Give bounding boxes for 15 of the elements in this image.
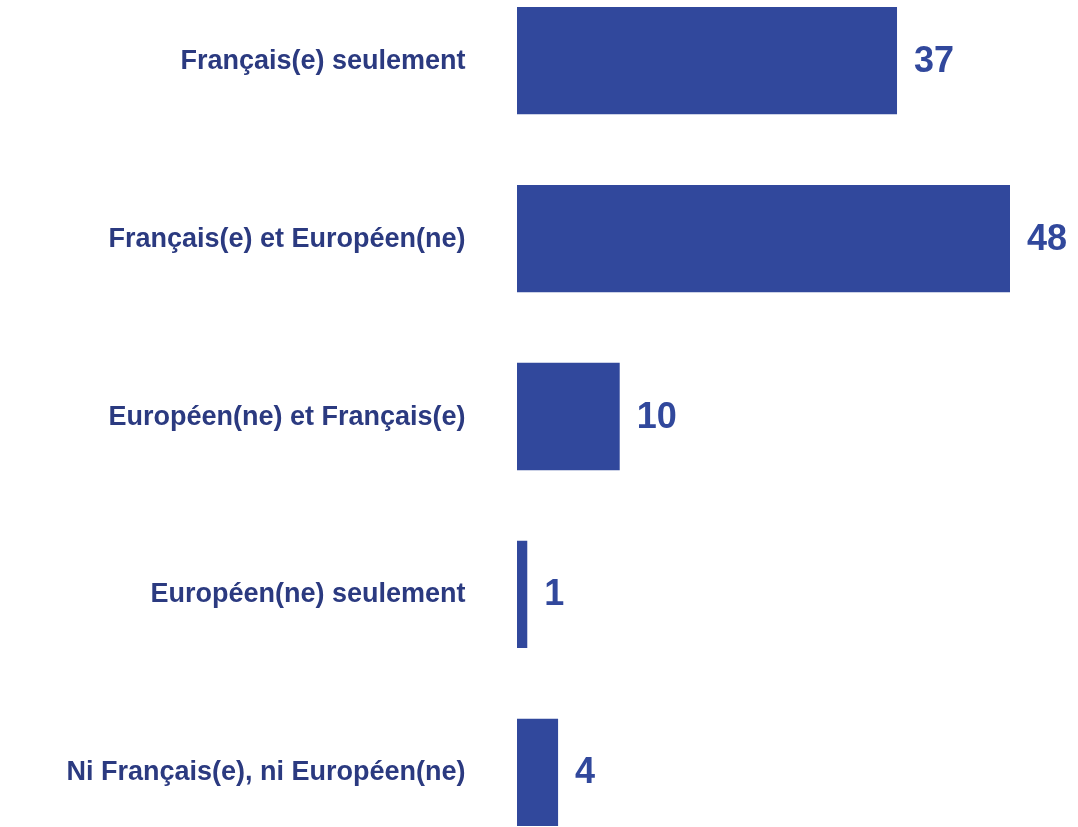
y-tick-label: Français(e) seulement	[180, 44, 466, 75]
y-tick-label: Européen(ne) seulement	[150, 578, 466, 609]
data-label: 10	[636, 394, 677, 436]
data-label: 1	[544, 572, 565, 614]
bar	[517, 718, 559, 826]
y-tick-label: Européen(ne) et Français(e)	[108, 400, 466, 431]
bar	[517, 7, 898, 115]
bar	[517, 540, 528, 649]
y-tick-label: Français(e) et Européen(ne)	[108, 222, 466, 253]
bar	[517, 362, 620, 471]
bar	[517, 184, 1010, 293]
data-label: 37	[914, 38, 955, 80]
data-label: 4	[575, 750, 596, 792]
data-label: 48	[1027, 216, 1068, 258]
y-tick-label: Ni Français(e), ni Européen(ne)	[66, 756, 466, 787]
